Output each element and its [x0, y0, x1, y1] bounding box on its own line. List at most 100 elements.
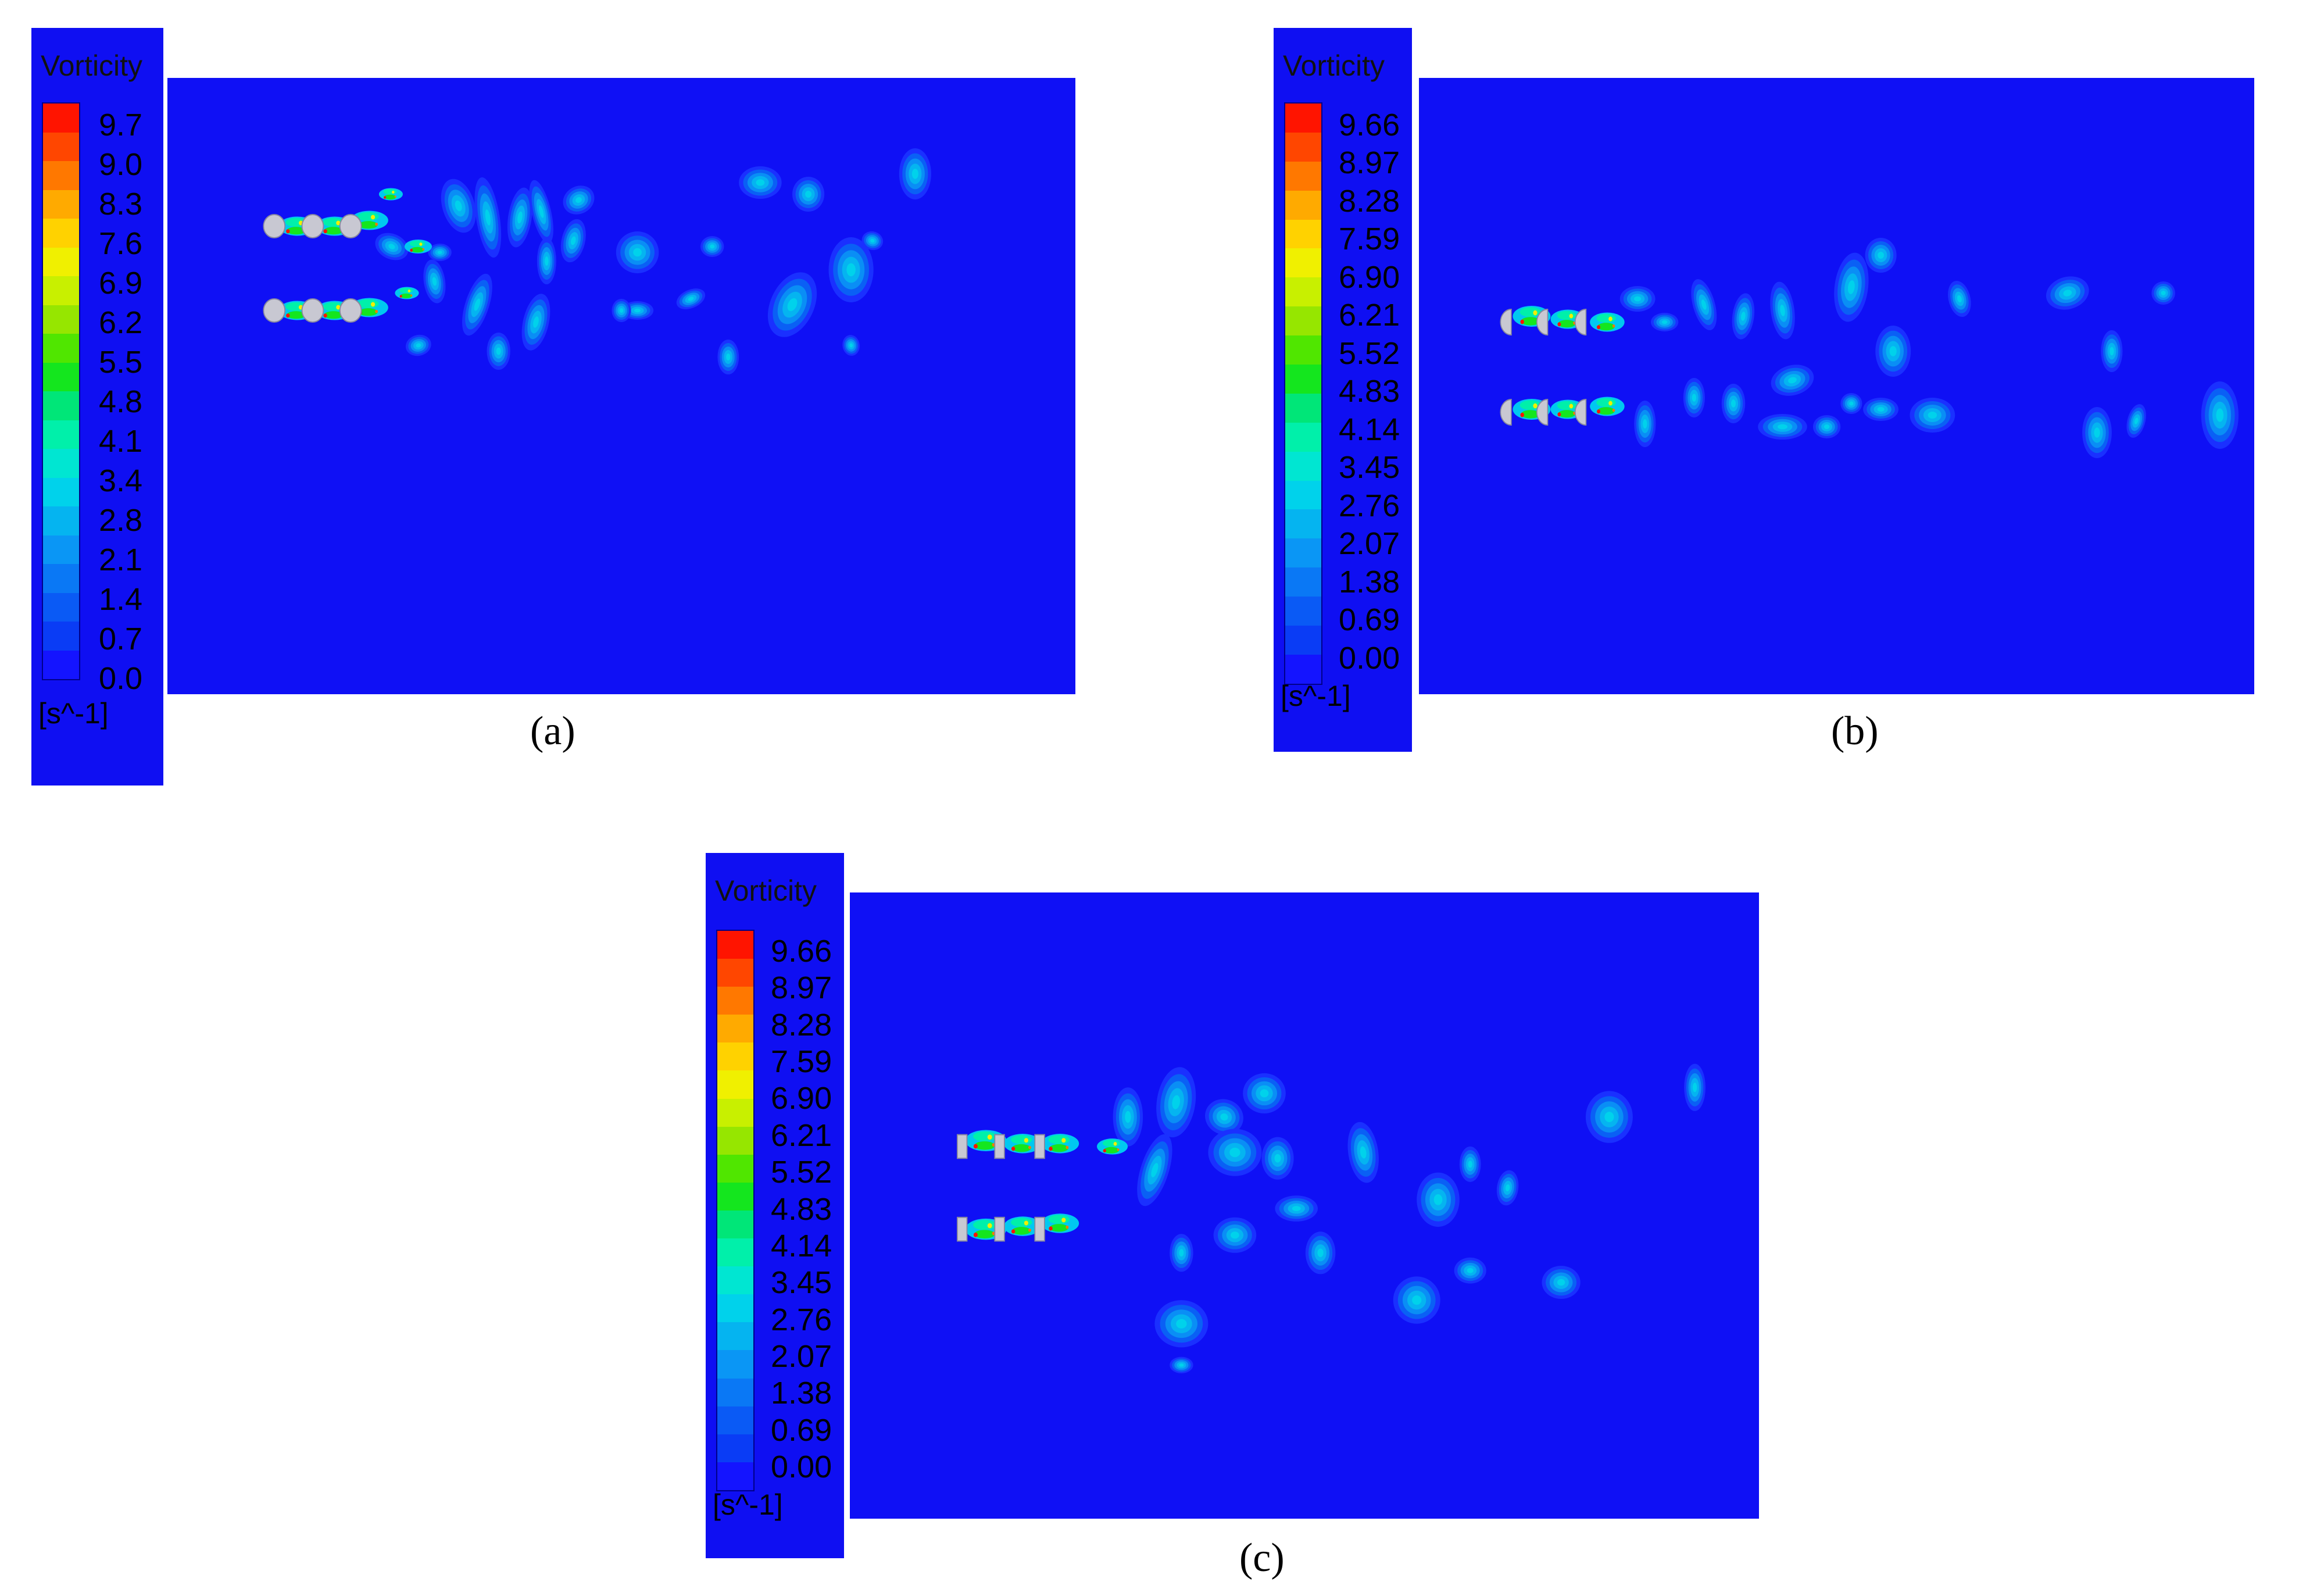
vortex-contour — [700, 236, 724, 257]
legend-label: 6.90 — [1339, 260, 1400, 295]
color-scale-segment — [717, 987, 753, 1015]
wake-level — [1028, 1229, 1031, 1232]
wake-level — [375, 222, 378, 226]
color-scale-segment — [43, 276, 79, 305]
near-wake-vorticity — [378, 188, 403, 201]
vortex-contour — [1721, 384, 1746, 423]
cylinder — [1500, 308, 1512, 336]
color-scale-segment — [43, 650, 79, 679]
color-scale-segment — [1285, 190, 1321, 220]
vortex-contour — [1619, 286, 1656, 312]
wake-level — [974, 1141, 995, 1150]
legend-units: [s^-1] — [38, 697, 109, 730]
color-scale-segment — [717, 1294, 753, 1323]
wake-level — [1066, 1145, 1069, 1149]
vortex-level — [1957, 295, 1962, 303]
legend-label: 5.52 — [1339, 336, 1400, 371]
vortex-contour — [1347, 1122, 1379, 1183]
wake-level — [1024, 1220, 1029, 1226]
legend-c: Vorticity 9.66 8.97 8.28 7.59 6.90 6.21 … — [706, 853, 844, 1558]
color-scale-segment — [43, 103, 79, 133]
color-scale-segment — [1285, 132, 1321, 162]
wake-level — [1113, 1142, 1117, 1146]
legend-units: [s^-1] — [1281, 680, 1351, 712]
wake-level — [359, 221, 378, 229]
vortex-contour — [405, 334, 431, 356]
legend-label: 6.21 — [1339, 298, 1400, 333]
vortex-contour — [529, 180, 553, 244]
vortex-contour — [1758, 414, 1807, 440]
vortex-level — [455, 200, 462, 212]
vortex-level — [1179, 1363, 1184, 1367]
color-scale-segment — [717, 1042, 753, 1071]
wake-level — [1597, 323, 1615, 331]
wake-level — [410, 294, 413, 297]
vortex-level — [432, 277, 437, 286]
vortex-contour — [1113, 1087, 1143, 1147]
legend-label: 0.0 — [99, 661, 143, 696]
vortex-contour — [1205, 1099, 1243, 1135]
wake-level — [1520, 319, 1524, 324]
color-scale-segment — [717, 1154, 753, 1183]
contour-svg — [1500, 238, 2239, 458]
vortex-contour — [441, 178, 476, 233]
near-wake-vorticity — [1590, 397, 1625, 416]
vortex-level — [2161, 291, 2166, 295]
near-wake-vorticity — [1097, 1138, 1128, 1155]
wake-level — [1608, 316, 1613, 322]
vortex-contour — [1170, 1356, 1193, 1374]
wake-level — [1061, 1138, 1066, 1143]
wake-level — [1049, 1224, 1068, 1232]
legend-label: 2.1 — [99, 542, 143, 577]
near-wake-vorticity — [1003, 1216, 1042, 1236]
near-wake-vorticity — [1041, 1134, 1079, 1154]
color-scale-segment — [1285, 103, 1321, 133]
vortex-level — [2216, 408, 2224, 422]
wake-level — [336, 305, 341, 310]
color-scale-segment — [717, 1015, 753, 1043]
vortex-contour — [2101, 330, 2123, 372]
cylinder — [994, 1134, 1005, 1159]
vortex-contour — [1863, 398, 1899, 421]
legend-title: Vorticity — [41, 49, 143, 82]
vortex-contour — [1650, 313, 1679, 331]
caption-c: (c) — [1239, 1536, 1285, 1580]
wake-level — [407, 289, 411, 293]
color-scale-segment — [717, 1210, 753, 1239]
color-scale-segment — [43, 161, 79, 190]
vortex-level — [2110, 347, 2114, 356]
near-wake-vorticity — [404, 240, 432, 253]
vortex-level — [496, 347, 501, 355]
wake-level — [286, 229, 290, 234]
vortex-contour — [792, 177, 825, 212]
contour-group — [957, 1063, 1706, 1374]
vortex-contour — [1585, 1091, 1633, 1143]
color-scale-segment — [43, 305, 79, 334]
vortex-level — [1780, 305, 1785, 316]
legend-label: 1.38 — [1339, 565, 1400, 599]
vortex-contour — [1770, 281, 1795, 340]
legend-label: 5.52 — [771, 1155, 832, 1190]
vortex-contour — [1771, 365, 1814, 396]
wake-level — [1608, 401, 1613, 406]
vortex-level — [1731, 399, 1736, 408]
vortex-contour — [560, 219, 586, 263]
wake-level — [1117, 1148, 1120, 1151]
wake-level — [1596, 398, 1616, 408]
vorticity-contour-c — [850, 892, 1759, 1519]
vortex-contour — [1305, 1231, 1336, 1274]
color-scale-segment — [1285, 597, 1321, 626]
wake-level — [287, 227, 306, 235]
vortex-contour — [423, 259, 446, 304]
vortex-level — [1317, 1248, 1324, 1258]
color-scale-segment — [43, 219, 79, 248]
color-scale-segment — [1285, 626, 1321, 655]
wake-level — [1558, 320, 1576, 328]
vortex-level — [1877, 407, 1885, 412]
legend-label: 0.00 — [1339, 641, 1400, 676]
wake-level — [375, 309, 378, 313]
color-scale-segment — [43, 362, 79, 391]
color-scale-segment — [1285, 422, 1321, 452]
vortex-level — [2063, 290, 2072, 297]
vortex-level — [870, 238, 875, 243]
